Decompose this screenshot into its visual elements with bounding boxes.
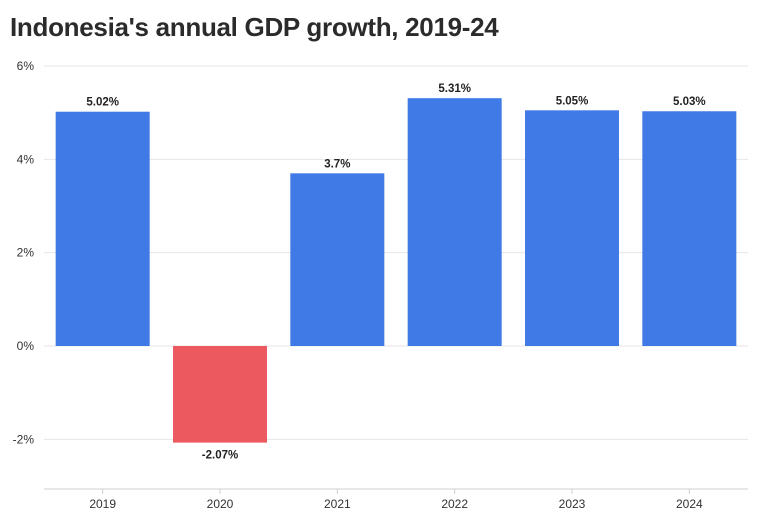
- y-axis-ticks: 6% 4% 2% 0% -2%: [13, 59, 35, 446]
- y-tick-label: 4%: [17, 152, 35, 166]
- x-tick-label: 2024: [676, 497, 703, 511]
- bar-2024: [642, 111, 737, 346]
- x-tick-label: 2019: [89, 497, 116, 511]
- bar-2019: [55, 111, 150, 346]
- data-label-2024: 5.03%: [673, 96, 706, 108]
- data-label-2020: -2.07%: [202, 450, 238, 462]
- x-tick-label: 2021: [324, 497, 351, 511]
- x-tick-label: 2022: [441, 497, 468, 511]
- chart-title: Indonesia's annual GDP growth, 2019-24: [10, 12, 499, 42]
- data-label-2023: 5.05%: [556, 95, 589, 107]
- y-tick-label: -2%: [13, 432, 35, 446]
- data-label-2021: 3.7%: [324, 158, 350, 170]
- x-axis-ticks: 2019 2020 2021 2022 2023 2024: [89, 489, 703, 511]
- gridlines: [44, 65, 748, 490]
- y-tick-label: 6%: [17, 59, 35, 73]
- bars: [55, 98, 737, 443]
- bar-2023: [525, 110, 619, 346]
- y-tick-label: 0%: [17, 339, 35, 353]
- data-labels: 5.02% -2.07% 3.7% 5.31% 5.05% 5.03%: [86, 83, 705, 461]
- bar-2020: [173, 346, 267, 443]
- data-label-2019: 5.02%: [86, 97, 119, 109]
- data-label-2022: 5.31%: [438, 83, 471, 95]
- x-tick-label: 2023: [559, 497, 586, 511]
- bar-2022: [407, 98, 502, 346]
- x-tick-label: 2020: [207, 497, 234, 511]
- y-tick-label: 2%: [17, 246, 35, 260]
- bar-2021: [290, 173, 385, 346]
